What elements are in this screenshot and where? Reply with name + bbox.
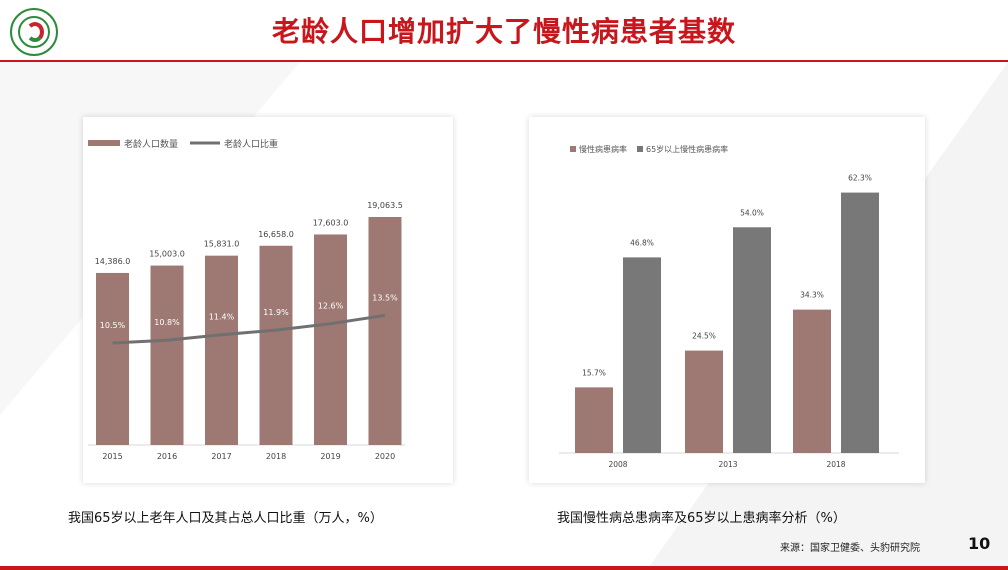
bar-value-label: 16,658.0 xyxy=(258,230,294,239)
legend-label-line: 老龄人口比重 xyxy=(224,138,278,150)
x-tick-label: 2016 xyxy=(157,452,177,461)
source-note: 来源：国家卫健委、头豹研究院 xyxy=(780,543,920,554)
bar-value-label: 17,603.0 xyxy=(313,218,349,227)
bar-elderly-chronic-rate xyxy=(841,192,879,453)
legend-label-series2: 65岁以上慢性病患病率 xyxy=(646,144,728,154)
x-tick-label: 2015 xyxy=(102,452,122,461)
bar-value-label: 14,386.0 xyxy=(95,257,131,266)
right-chart-caption: 我国慢性病总患病率及65岁以上患病率分析（%） xyxy=(557,511,846,526)
line-value-label: 10.8% xyxy=(154,318,180,327)
legend-label-bar: 老龄人口数量 xyxy=(124,138,178,150)
bar-value-label: 19,063.5 xyxy=(367,201,403,210)
bar-elderly-population xyxy=(96,272,129,445)
line-elderly-share xyxy=(112,313,386,345)
bar-value-label: 15.7% xyxy=(582,368,606,377)
bar-elderly-population xyxy=(314,234,347,445)
left-chart-panel: 老龄人口数量 老龄人口比重 14,386.0 2015 15,003.0 2016 15,8… xyxy=(83,117,453,483)
x-tick-label: 2008 xyxy=(608,460,627,469)
bar-value-label: 15,831.0 xyxy=(204,240,240,249)
line-value-label: 12.6% xyxy=(318,302,344,311)
bar-elderly-population xyxy=(205,255,238,445)
bar-value-label: 15,003.0 xyxy=(149,250,185,259)
bar-elderly-population xyxy=(150,265,184,445)
legend-swatch-series2 xyxy=(637,146,643,152)
x-tick-label: 2018 xyxy=(266,452,286,461)
chronic-disease-chart: 慢性病患病率 65岁以上慢性病患病率 15.7% 46.8% 2008 24.5% 54.0… xyxy=(559,144,899,469)
right-chart-panel: 慢性病患病率 65岁以上慢性病患病率 15.7% 46.8% 2008 24.5% 54.0… xyxy=(529,117,925,483)
x-tick-label: 2018 xyxy=(826,460,845,469)
bar-value-label: 62.3% xyxy=(848,174,872,183)
logo-emblem-icon xyxy=(18,16,50,48)
logo xyxy=(10,8,58,56)
x-tick-label: 2020 xyxy=(375,452,395,461)
page-title: 老龄人口增加扩大了慢性病患者基数 xyxy=(271,15,736,48)
bar-chronic-rate xyxy=(685,350,723,453)
page-number: 10 xyxy=(968,534,991,553)
legend-swatch-series1 xyxy=(570,146,576,152)
x-tick-label: 2019 xyxy=(320,452,340,461)
logo-mark-icon xyxy=(26,22,44,42)
bar-chronic-rate xyxy=(575,387,613,453)
bar-chronic-rate xyxy=(793,309,831,453)
bar-value-label: 54.0% xyxy=(740,208,764,217)
line-value-label: 13.5% xyxy=(372,293,398,302)
bar-elderly-chronic-rate xyxy=(733,227,771,453)
bar-value-label: 24.5% xyxy=(692,332,716,341)
bar-value-label: 34.3% xyxy=(800,291,824,300)
legend-swatch-bar xyxy=(88,140,120,146)
bar-value-label: 46.8% xyxy=(630,238,654,247)
bar-elderly-population xyxy=(368,217,402,445)
bar-elderly-chronic-rate xyxy=(623,257,661,453)
elderly-population-chart: 老龄人口数量 老龄人口比重 14,386.0 2015 15,003.0 2016 15,8… xyxy=(88,138,405,461)
title-divider xyxy=(0,60,1008,62)
title-bar: 老龄人口增加扩大了慢性病患者基数 xyxy=(0,0,1008,60)
line-value-label: 11.9% xyxy=(263,308,289,317)
line-value-label: 10.5% xyxy=(100,321,126,330)
line-value-label: 11.4% xyxy=(209,313,235,322)
left-chart-caption: 我国65岁以上老年人口及其占总人口比重（万人，%） xyxy=(68,511,383,526)
x-tick-label: 2017 xyxy=(211,452,231,461)
legend-label-series1: 慢性病患病率 xyxy=(579,144,627,154)
bar-elderly-population xyxy=(259,245,293,445)
x-tick-label: 2013 xyxy=(718,460,737,469)
bottom-divider xyxy=(0,566,1008,570)
